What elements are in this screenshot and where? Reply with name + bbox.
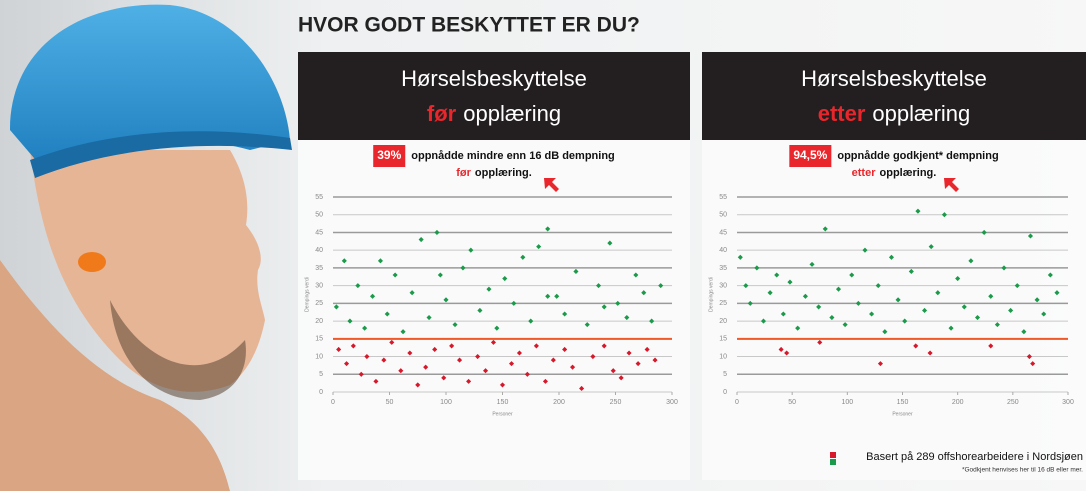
annotation-rest: opplæring. <box>475 167 532 179</box>
panel-subtitle: føropplæring <box>427 101 561 126</box>
x-tick-label: 50 <box>386 399 394 406</box>
x-tick-label: 300 <box>1062 399 1074 406</box>
y-tick-label: 10 <box>719 353 727 360</box>
panel-title: Hørselsbeskyttelse <box>801 66 987 91</box>
y-tick-label: 0 <box>319 389 323 396</box>
y-tick-label: 20 <box>719 318 727 325</box>
y-axis-label: Dempings verdi <box>708 277 714 312</box>
annotation-text: oppnådde mindre enn 16 dB dempning <box>411 150 615 162</box>
y-tick-label: 55 <box>315 194 323 201</box>
annotation-text: oppnådde godkjent* dempning <box>837 150 998 162</box>
x-tick-label: 150 <box>897 399 909 406</box>
panel-subtitle: etteropplæring <box>818 101 971 126</box>
y-tick-label: 15 <box>719 336 727 343</box>
x-tick-label: 200 <box>553 399 565 406</box>
footnote-icon-green <box>830 459 836 465</box>
x-tick-label: 200 <box>952 399 964 406</box>
y-tick-label: 20 <box>315 318 323 325</box>
title-rest: opplæring <box>463 101 561 126</box>
y-tick-label: 10 <box>315 353 323 360</box>
page: HVOR GODT BESKYTTET ER DU? Hørselsbeskyt… <box>0 0 1086 491</box>
y-tick-label: 25 <box>719 300 727 307</box>
annotation-value: 39% <box>377 148 401 162</box>
y-tick-label: 45 <box>719 229 727 236</box>
y-axis-label: Dempings verdi <box>304 277 310 312</box>
y-tick-label: 25 <box>315 300 323 307</box>
title-highlight: etter <box>818 101 866 126</box>
y-tick-label: 5 <box>319 371 323 378</box>
x-tick-label: 0 <box>331 399 335 406</box>
x-tick-label: 300 <box>666 399 678 406</box>
x-tick-label: 0 <box>735 399 739 406</box>
y-tick-label: 45 <box>315 229 323 236</box>
y-tick-label: 35 <box>315 265 323 272</box>
title-rest: opplæring <box>872 101 970 126</box>
annotation-rest: opplæring. <box>880 167 937 179</box>
x-tick-label: 50 <box>788 399 796 406</box>
y-tick-label: 50 <box>719 212 727 219</box>
footnote-icon-red <box>830 452 836 458</box>
y-tick-label: 40 <box>315 247 323 254</box>
panel-body <box>298 140 690 480</box>
y-tick-label: 5 <box>723 371 727 378</box>
footnote-small: *Godkjent henvises her til 16 dB eller m… <box>962 467 1083 474</box>
x-tick-label: 100 <box>440 399 452 406</box>
panel-body <box>702 140 1086 480</box>
annotation-line2: før opplæring. <box>456 167 532 179</box>
x-axis-label: Personer <box>492 411 513 417</box>
y-tick-label: 35 <box>719 265 727 272</box>
main-title: HVOR GODT BESKYTTET ER DU? <box>298 14 640 37</box>
y-tick-label: 30 <box>315 282 323 289</box>
y-tick-label: 0 <box>723 389 727 396</box>
infographic: HVOR GODT BESKYTTET ER DU? Hørselsbeskyt… <box>0 0 1086 491</box>
annotation-highlight: etter <box>852 167 877 179</box>
annotation-value: 94,5% <box>793 148 827 162</box>
x-axis-label: Personer <box>892 411 913 417</box>
y-tick-label: 55 <box>719 194 727 201</box>
title-highlight: før <box>427 101 457 126</box>
y-tick-label: 40 <box>719 247 727 254</box>
annotation-highlight: før <box>456 167 471 179</box>
x-tick-label: 100 <box>841 399 853 406</box>
panel-title: Hørselsbeskyttelse <box>401 66 587 91</box>
y-tick-label: 50 <box>315 212 323 219</box>
y-tick-label: 15 <box>315 336 323 343</box>
footnote: Basert på 289 offshorearbeidere i Nordsj… <box>866 451 1083 463</box>
y-tick-label: 30 <box>719 282 727 289</box>
annotation-line2: etteropplæring. <box>852 167 937 179</box>
x-tick-label: 250 <box>1007 399 1019 406</box>
x-tick-label: 250 <box>610 399 622 406</box>
x-tick-label: 150 <box>497 399 509 406</box>
